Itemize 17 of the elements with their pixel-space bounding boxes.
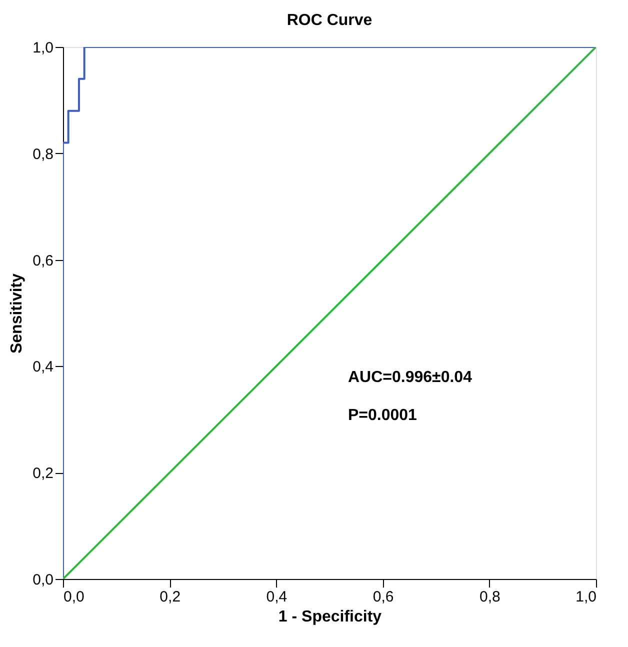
x-tick-label: 1,0 bbox=[576, 588, 596, 606]
y-axis-title: Sensitivity bbox=[8, 273, 26, 354]
y-tick-label: 0,6 bbox=[32, 252, 54, 270]
annotation: P=0.0001 bbox=[348, 407, 418, 424]
y-tick-label: 0,0 bbox=[32, 572, 54, 588]
x-tick-label: 0,0 bbox=[64, 588, 84, 606]
x-axis-title: 1 - Specificity bbox=[278, 608, 382, 626]
chart-title: ROC Curve bbox=[286, 12, 372, 29]
x-tick-label: 0,4 bbox=[266, 588, 288, 606]
x-tick-label: 0,6 bbox=[372, 588, 394, 606]
y-tick-label: 1,0 bbox=[32, 40, 54, 56]
annotation: AUC=0.996±0.04 bbox=[348, 369, 472, 386]
x-tick-label: 0,2 bbox=[160, 588, 181, 606]
x-tick-label: 0,8 bbox=[479, 588, 500, 606]
y-tick-label: 0,8 bbox=[32, 146, 54, 163]
y-tick-label: 0,4 bbox=[32, 358, 54, 376]
y-tick-label: 0,2 bbox=[32, 465, 54, 482]
